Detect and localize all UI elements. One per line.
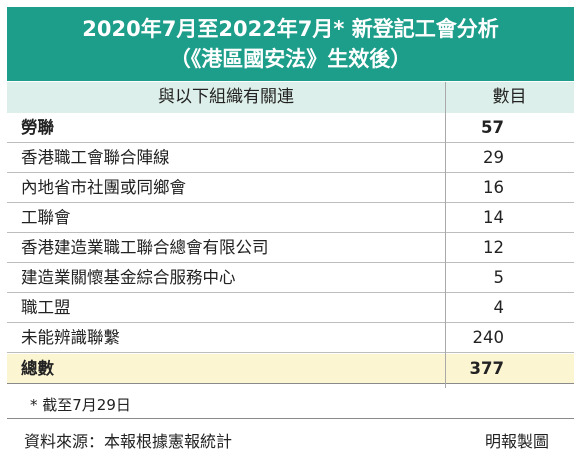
row-count: 29 [483, 148, 504, 167]
row-count: 57 [481, 118, 504, 137]
table-row: 香港建造業職工聯合總會有限公司 12 [7, 233, 574, 263]
row-count: 240 [472, 328, 505, 347]
total-count: 377 [469, 359, 504, 378]
row-count: 4 [493, 298, 505, 317]
table-row: 勞聯 57 [7, 113, 574, 143]
row-label: 職工盟 [21, 298, 71, 317]
row-label: 內地省市社團或同鄉會 [21, 178, 186, 197]
row-count: 5 [493, 268, 505, 287]
row-count: 12 [483, 238, 504, 257]
footer-divider [7, 418, 574, 419]
table-row: 香港職工會聯合陣線 29 [7, 143, 574, 173]
total-label: 總數 [21, 359, 54, 378]
table-header: 與以下組織有關連 數目 [7, 82, 574, 113]
row-count: 16 [483, 178, 504, 197]
footnote: * 截至7月29日 [30, 396, 131, 414]
title-line-2: （《港區國安法》生效後） [169, 47, 412, 71]
total-row: 總數 377 [7, 354, 574, 384]
row-count: 14 [483, 208, 504, 227]
table-row: 職工盟 4 [7, 293, 574, 323]
table-row: 建造業關懷基金綜合服務中心 5 [7, 263, 574, 293]
source-note: 資料來源：本報根據憲報統計 [24, 432, 233, 451]
row-label: 香港建造業職工聯合總會有限公司 [21, 238, 269, 257]
row-label: 工聯會 [21, 208, 71, 227]
row-label: 勞聯 [21, 118, 54, 137]
header-count: 數目 [492, 87, 527, 107]
table-row: 內地省市社團或同鄉會 16 [7, 173, 574, 203]
row-label: 未能辨識聯繫 [21, 328, 120, 347]
title-banner: 2020年7月至2022年7月* 新登記工會分析 （《港區國安法》生效後） [7, 7, 574, 81]
table-row: 未能辨識聯繫 240 [7, 323, 574, 353]
title-line-1: 2020年7月至2022年7月* 新登記工會分析 [82, 17, 499, 41]
column-divider [445, 82, 446, 388]
graphic-credit: 明報製圖 [484, 432, 549, 451]
header-organization: 與以下組織有關連 [158, 87, 294, 107]
row-label: 建造業關懷基金綜合服務中心 [21, 268, 236, 287]
row-label: 香港職工會聯合陣線 [21, 148, 170, 167]
table-row: 工聯會 14 [7, 203, 574, 233]
